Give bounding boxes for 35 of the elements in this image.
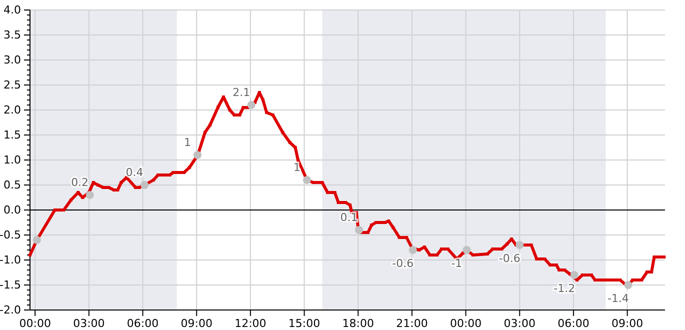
annotation: -1.4 — [607, 292, 629, 306]
x-tick-label: 21:00 — [396, 316, 428, 330]
y-tick-label: 2.5 — [4, 78, 21, 92]
y-tick-label: 4.0 — [4, 4, 21, 17]
y-tick-label: -1.0 — [0, 254, 21, 267]
y-tick-label: 2.0 — [4, 104, 21, 117]
x-tick-label: 06:00 — [558, 316, 590, 330]
annotation: -1.2 — [554, 282, 576, 296]
y-tick-label: -1.5 — [0, 278, 21, 292]
annotation: -0.6 — [498, 252, 520, 266]
y-tick-label: 1.5 — [4, 128, 21, 142]
x-tick-label: 09:00 — [611, 316, 644, 330]
x-tick-label: 09:00 — [180, 316, 212, 330]
y-tick-label: 0.0 — [4, 204, 21, 217]
x-tick-label: 18:00 — [342, 316, 374, 330]
x-tick-label: 15:00 — [288, 316, 320, 330]
annotation: 1 — [184, 136, 191, 150]
y-tick-label: -0.5 — [0, 228, 21, 242]
x-tick-label: 00:00 — [450, 316, 482, 330]
annotation: -0.6 — [392, 257, 414, 270]
y-tick-label: 3.5 — [4, 28, 21, 42]
y-tick-label: -2.0 — [0, 304, 21, 317]
annotation: 0.2 — [71, 176, 89, 190]
annotation: 0.4 — [126, 166, 144, 180]
y-tick-label: 3.0 — [4, 54, 21, 67]
annotation: 1 — [293, 161, 300, 174]
x-tick-label: 03:00 — [504, 316, 536, 330]
x-tick-label: 12:00 — [234, 316, 266, 330]
y-tick-label: 0.5 — [4, 178, 21, 192]
y-tick-label: 1.0 — [4, 154, 21, 167]
annotation: -1 — [451, 257, 462, 270]
x-tick-label: 03:00 — [73, 316, 105, 330]
x-tick-label: 00:00 — [19, 316, 51, 330]
annotation: 2.1 — [232, 86, 250, 100]
x-tick-label: 06:00 — [126, 316, 159, 330]
